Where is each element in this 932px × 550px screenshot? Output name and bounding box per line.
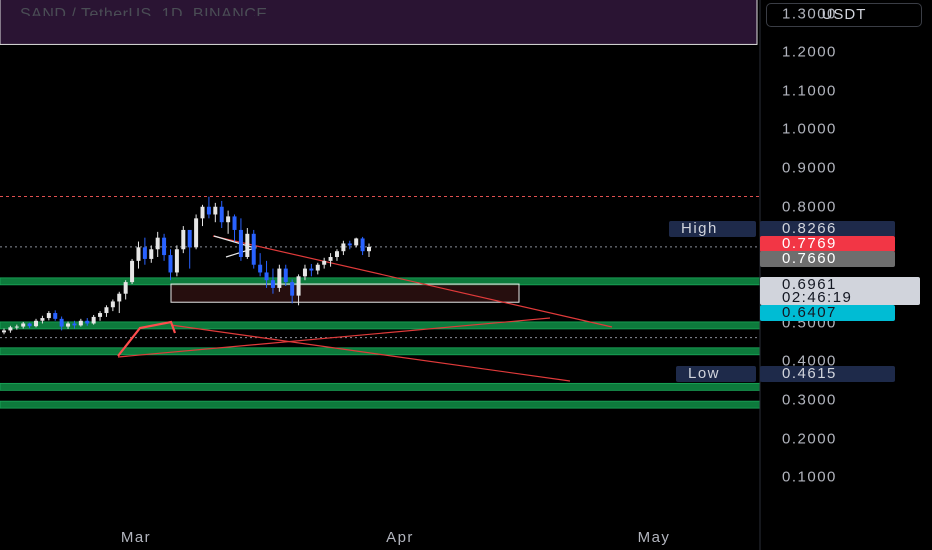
candle-body-23 <box>142 247 147 259</box>
candle-body-7 <box>40 318 45 321</box>
candle-body-38 <box>238 229 243 257</box>
candle-body-29 <box>181 229 186 250</box>
candle-body-17 <box>104 307 109 314</box>
candle-body-16 <box>98 313 103 317</box>
price-tick-label: 1.1000 <box>782 82 837 100</box>
candle-body-3 <box>14 326 19 328</box>
candle-body-44 <box>277 268 282 288</box>
candle-body-50 <box>315 264 320 271</box>
candle-body-45 <box>283 268 288 283</box>
candles-layer <box>2 196 371 335</box>
candle-body-36 <box>226 216 231 223</box>
candle-body-5 <box>27 323 32 327</box>
candle-body-40 <box>251 233 256 265</box>
resistance-zone <box>0 0 758 45</box>
candle-body-28 <box>174 249 179 273</box>
candle-body-22 <box>136 247 141 261</box>
candle-body-6 <box>34 320 39 327</box>
price-tick-label: 1.0000 <box>782 120 837 138</box>
candle-body-10 <box>59 318 64 327</box>
candle-body-13 <box>78 320 83 326</box>
low-value-tag: 0.4615 <box>760 366 895 382</box>
impulse-arrow <box>117 320 177 357</box>
currency-selector[interactable]: USDT <box>766 3 922 27</box>
price-tick-label: 1.2000 <box>782 43 837 61</box>
high-value-tag: 0.8266 <box>760 221 895 237</box>
candle-body-39 <box>245 233 250 257</box>
candle-body-31 <box>194 218 199 248</box>
candle-body-37 <box>232 216 237 230</box>
price-tick-label: 0.8000 <box>782 198 837 216</box>
price-tick-label: 0.1000 <box>782 468 837 486</box>
candle-body-57 <box>360 238 365 252</box>
candle-body-49 <box>309 268 314 271</box>
candle-body-46 <box>290 282 295 296</box>
candle-body-42 <box>264 272 269 281</box>
candle-body-18 <box>110 301 115 308</box>
time-tick-label: May <box>637 529 671 546</box>
low-label-tag: Low <box>676 366 756 382</box>
red-price-tag: 0.7769 <box>760 236 895 252</box>
candle-body-32 <box>200 206 205 219</box>
descending-trendline <box>212 235 613 328</box>
price-tick-label: 0.3000 <box>782 391 837 409</box>
candle-body-41 <box>258 264 263 273</box>
candle-body-27 <box>168 255 173 273</box>
candle-body-56 <box>354 238 359 246</box>
candle-body-51 <box>322 260 327 265</box>
lower-channel-line <box>170 324 571 382</box>
candle-body-54 <box>341 243 346 252</box>
candle-body-4 <box>21 323 26 327</box>
rising-trendline <box>117 317 551 358</box>
candle-body-52 <box>328 256 333 261</box>
time-tick-label: Apr <box>386 529 414 546</box>
candle-body-20 <box>123 282 128 294</box>
candle-body-43 <box>270 280 275 288</box>
candle-body-58 <box>367 246 371 252</box>
time-tick-label: Mar <box>120 529 152 546</box>
candle-body-2 <box>8 327 13 331</box>
candle-body-48 <box>302 268 307 277</box>
demand-zone <box>170 283 520 303</box>
grey-price-tag: 0.7660 <box>760 251 895 267</box>
candle-body-30 <box>187 229 192 248</box>
candle-body-9 <box>53 313 58 319</box>
candle-body-25 <box>155 237 160 250</box>
candle-body-8 <box>46 313 51 319</box>
candle-body-11 <box>66 323 71 327</box>
candle-body-35 <box>219 206 224 223</box>
price-tick-label: 0.9000 <box>782 159 837 177</box>
support-band-4 <box>0 382 761 391</box>
candle-body-21 <box>130 260 135 283</box>
support-band-2 <box>0 321 761 330</box>
chart-title: SAND / TetherUS, 1D, BINANCE <box>20 6 268 16</box>
candle-body-15 <box>91 316 96 324</box>
candle-body-55 <box>347 243 352 246</box>
price-tick-label: 1.3000 <box>782 5 837 22</box>
last-price-value: 0.6961 <box>782 276 837 293</box>
candle-body-53 <box>334 251 339 257</box>
candle-body-26 <box>162 237 167 256</box>
price-tick-label: 0.2000 <box>782 430 837 448</box>
support-band-5 <box>0 400 761 409</box>
cyan-price-tag: 0.6407 <box>760 305 895 321</box>
candle-body-1 <box>2 330 6 333</box>
high-label-tag: High <box>669 221 756 237</box>
candle-body-12 <box>72 323 77 326</box>
candle-body-47 <box>296 276 301 296</box>
candle-body-33 <box>206 206 211 215</box>
candle-body-24 <box>149 249 154 259</box>
candle-body-34 <box>213 206 218 215</box>
candle-body-19 <box>117 293 122 302</box>
last-price-tag: 0.6961 02:46:19 <box>760 277 920 305</box>
price-tick-label: 0.4000 <box>782 352 837 370</box>
bar-countdown: 02:46:19 <box>782 289 853 306</box>
candle-body-14 <box>85 320 90 324</box>
